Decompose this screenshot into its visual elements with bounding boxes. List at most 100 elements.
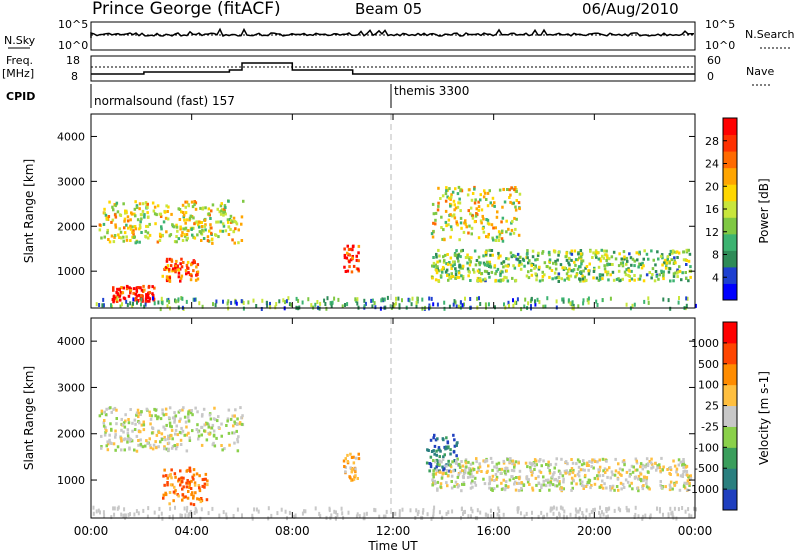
echo-cell [633,259,636,263]
echo-cell [641,487,645,491]
ground-scatter-cell [227,299,230,304]
echo-cell [666,468,669,471]
echo-cell [445,262,448,266]
echo-cell [150,414,153,418]
echo-cell [168,276,171,280]
echo-cell [630,481,633,485]
echo-cell [185,218,189,222]
colorbar-segment [723,384,737,407]
echo-cell [557,276,561,280]
echo-cell [517,263,521,267]
ground-scatter-cell [314,506,317,511]
echo-cell [449,470,453,474]
echo-cell [687,248,690,252]
echo-cell [676,275,679,279]
echo-cell [666,258,669,262]
x-tick-label: 00:00 [678,524,713,538]
echo-cell [478,462,481,466]
echo-cell [543,261,547,265]
echo-cell [343,247,346,251]
echo-cell [499,278,502,282]
echo-cell [122,421,126,425]
echo-cell [192,473,196,477]
echo-cell [179,438,183,442]
ground-scatter-cell [331,300,334,305]
echo-cell [357,452,360,456]
echo-cell [525,252,529,256]
echo-cell [434,472,438,476]
echo-cell [530,264,533,268]
echo-cell [457,201,460,205]
ground-scatter-cell [685,296,688,301]
echo-cell [453,484,456,488]
echo-cell [158,239,162,242]
echo-cell [637,277,640,281]
echo-cell [107,215,111,218]
echo-cell [144,444,147,448]
echo-cell [581,277,585,281]
echo-cell [603,467,607,471]
echo-cell [181,493,184,497]
echo-cell [505,276,508,280]
ground-scatter-cell [599,513,602,518]
echo-cell [181,231,184,235]
echo-cell [100,412,104,416]
ground-scatter-cell [174,505,176,510]
echo-cell [140,231,143,234]
echo-cell [122,239,125,243]
echo-cell [518,260,522,263]
echo-cell [138,240,141,244]
ground-scatter-cell [242,306,245,311]
echo-cell [182,227,185,231]
echo-cell [135,449,139,453]
echo-cell [541,250,545,254]
ground-scatter-cell [476,296,479,301]
echo-cell [98,414,102,418]
echo-cell [205,438,209,442]
echo-cell [468,270,471,274]
echo-cell [547,478,550,482]
ground-scatter-cell [602,512,605,517]
echo-cell [224,212,227,216]
echo-cell [165,279,169,283]
echo-cell [612,278,616,282]
echo-cell [504,484,508,488]
ground-scatter-cell [99,510,101,515]
echo-cell [179,483,182,487]
echo-cell [678,265,681,269]
echo-cell [468,257,471,261]
echo-cell [104,413,108,417]
echo-cell [490,270,494,274]
echo-cell [547,460,550,464]
echo-cell [114,429,117,433]
echo-cell [112,286,115,290]
echo-cell [192,235,195,239]
echo-cell [613,488,616,492]
echo-cell [148,299,151,303]
echo-cell [451,264,455,268]
echo-cell [196,233,199,237]
echo-cell [182,495,186,499]
x-tick-label: 04:00 [174,524,209,538]
echo-cell [592,251,595,255]
echo-cell [114,448,117,452]
echo-cell [454,267,457,271]
ground-scatter-cell [588,512,591,517]
echo-cell [120,428,123,432]
echo-cell [531,488,535,492]
echo-cell [434,438,438,442]
ground-scatter-cell [693,506,696,511]
echo-cell [177,479,180,483]
echo-cell [478,268,481,272]
echo-cell [454,206,458,210]
echo-cell [577,252,580,256]
ground-scatter-cell [590,509,593,514]
echo-cell [112,240,116,244]
ground-scatter-cell [503,302,505,307]
echo-cell [203,429,206,433]
echo-cell [122,438,126,442]
echo-cell [157,445,160,449]
xlabel: Time UT [367,539,418,553]
echo-cell [645,252,649,256]
